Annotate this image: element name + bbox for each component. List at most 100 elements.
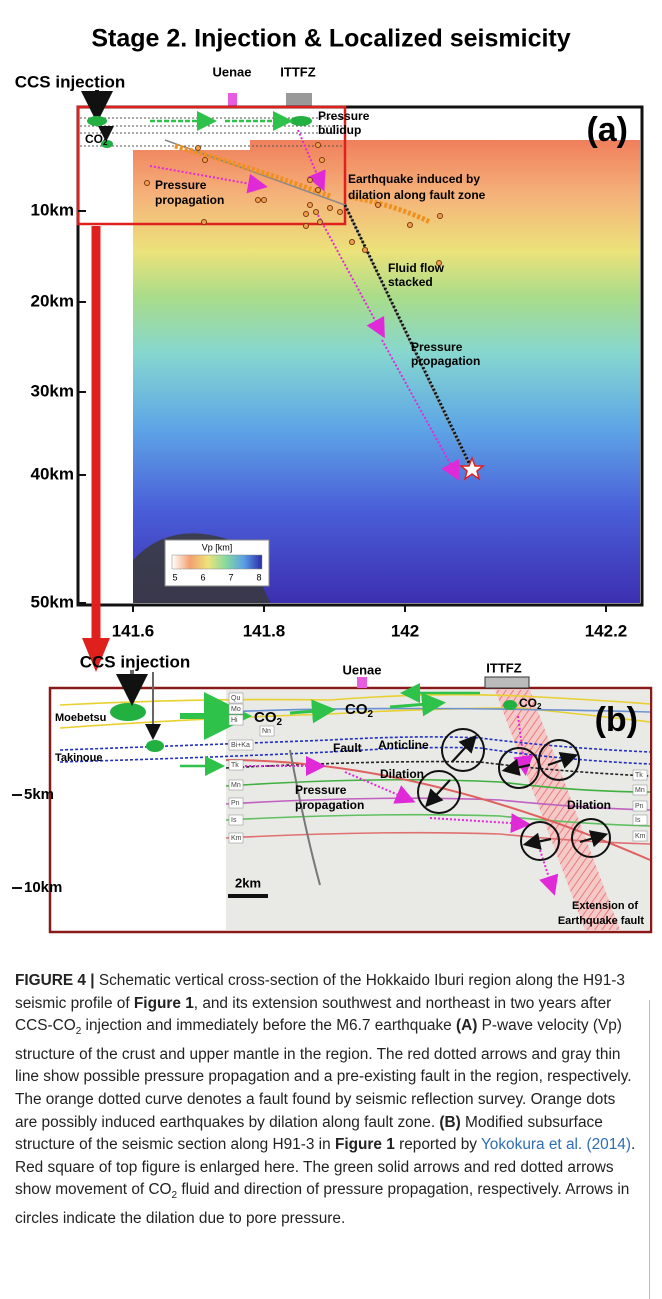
- shape: [350, 240, 355, 245]
- annotation: Pressure: [155, 178, 207, 192]
- caption-text: FIGURE 4 |: [15, 972, 95, 989]
- text-part: CO: [345, 701, 368, 718]
- depth-label: 50km: [31, 592, 74, 611]
- title: Stage 2. Injection & Localized seismicit…: [91, 25, 570, 53]
- annotation: Extension of: [572, 900, 638, 912]
- shape: [304, 212, 309, 217]
- caption-text: reported by: [395, 1136, 481, 1153]
- page: {"title": "Stage 2. Injection & Localize…: [0, 0, 662, 1299]
- annotation: propagation: [295, 798, 364, 812]
- uenae-marker: [228, 93, 237, 107]
- shape: [308, 178, 313, 183]
- annotation: Earthquake induced by: [348, 172, 480, 186]
- shape: [318, 220, 323, 225]
- longitude-label: 141.8: [243, 621, 286, 640]
- depth-label: 30km: [31, 381, 74, 400]
- uenae-label: Uenae: [342, 662, 381, 677]
- panel-label: (b): [595, 701, 638, 739]
- colorbar-label: 5: [172, 572, 177, 582]
- layer-label: Km: [231, 835, 242, 842]
- shape: [145, 181, 150, 186]
- page-body: Stage 2. Injection & Localized seismicit…: [0, 0, 662, 1299]
- caption: FIGURE 4 | Schematic vertical cross-sect…: [15, 970, 637, 1231]
- layer-label: Pn: [231, 800, 240, 807]
- co2-blob: [87, 116, 107, 126]
- uenae-label: Uenae: [212, 64, 251, 79]
- co2-blob: [146, 740, 164, 752]
- annotation: Fluid flow: [388, 261, 445, 275]
- depth-label: 10km: [31, 200, 74, 219]
- shape: [408, 223, 413, 228]
- annotation: Pressure: [295, 783, 347, 797]
- shape: [320, 158, 325, 163]
- annotation: stacked: [388, 275, 433, 289]
- layer-label: Km: [635, 833, 646, 840]
- shape: [202, 220, 207, 225]
- annotation: Pressure: [411, 340, 463, 354]
- shape: [203, 158, 208, 163]
- annotation: propagation: [411, 354, 480, 368]
- uenae-marker: [357, 677, 367, 688]
- layer-label: Mn: [231, 782, 241, 789]
- text-part: 2: [537, 702, 542, 711]
- longitude-axis: 141.6 141.8 142 142.2: [112, 605, 628, 640]
- text-part: CO: [519, 696, 537, 710]
- layer-label: Is: [635, 817, 641, 824]
- citation-link[interactable]: Yokokura et al. (2014): [481, 1136, 631, 1153]
- annotation: Dilation: [380, 767, 424, 781]
- shape: [196, 146, 201, 151]
- layer-label: Mo: [231, 706, 241, 713]
- shape: [376, 203, 381, 208]
- scale-label: 2km: [235, 875, 261, 890]
- co2-blob: [110, 703, 146, 721]
- shape: [328, 206, 333, 211]
- shape: [308, 203, 313, 208]
- shape: [262, 198, 267, 203]
- longitude-label: 141.6: [112, 621, 155, 640]
- layer-label: Hi: [231, 717, 238, 724]
- layer-label: Mn: [635, 787, 645, 794]
- shape: [316, 143, 321, 148]
- shape: [363, 248, 368, 253]
- annotation: Fault: [333, 741, 362, 755]
- text-part: 2: [103, 138, 108, 147]
- blank: [80, 560, 133, 603]
- ittfz-marker: [485, 677, 529, 688]
- text-part: 2: [368, 709, 374, 720]
- colorbar-label: 6: [200, 572, 205, 582]
- caption-text: injection and immediately before the M6.…: [81, 1017, 456, 1034]
- annotation: Dilation: [567, 798, 611, 812]
- longitude-label: 142.2: [585, 621, 628, 640]
- rule: [649, 1000, 650, 1299]
- layer-label: Bi+Ka: [231, 742, 250, 749]
- figure: Stage 2. Injection & Localized seismicit…: [0, 0, 662, 960]
- velocity-field: [133, 140, 640, 603]
- shape: [314, 210, 319, 215]
- layer-label: Tk: [231, 762, 239, 769]
- site-label: Moebetsu: [55, 712, 106, 724]
- shape: [304, 224, 309, 229]
- shape: [438, 214, 443, 219]
- shape: [338, 210, 343, 215]
- annotation: propagation: [155, 193, 224, 207]
- annotation: bulidup: [318, 123, 361, 137]
- ittfz-label: ITTFZ: [486, 660, 521, 675]
- longitude-label: 142: [391, 621, 419, 640]
- annotation: Anticline: [378, 738, 429, 752]
- layer-label: Nn: [262, 728, 271, 735]
- caption-text: Figure 1: [335, 1136, 395, 1153]
- text-part: CO: [254, 709, 277, 726]
- shape: [316, 188, 321, 193]
- annotation: Pressure: [318, 109, 370, 123]
- site-label: Takinoue: [55, 752, 102, 764]
- colorbar-label: 8: [256, 572, 261, 582]
- annotation: Earthquake fault: [558, 915, 645, 927]
- ccs-label: CCS injection: [15, 72, 126, 91]
- co2-blob: [503, 700, 517, 710]
- layer-label: Tk: [635, 772, 643, 779]
- ccs-label: CCS injection: [80, 652, 191, 671]
- caption-text: (A): [456, 1017, 477, 1034]
- colorbar-label: 7: [228, 572, 233, 582]
- co2-blob: [290, 116, 312, 126]
- text-part: CO: [85, 132, 103, 146]
